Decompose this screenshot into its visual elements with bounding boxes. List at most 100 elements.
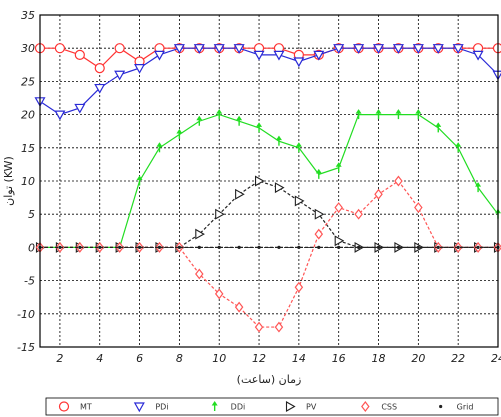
plot-frame (39, 14, 499, 348)
x-tick-label: 22 (451, 352, 465, 365)
tick-labels: 2468101214161820222435302520151050-5-10-… (17, 9, 501, 365)
data-point (215, 208, 225, 220)
data-point (217, 245, 221, 249)
marker-head (475, 182, 482, 187)
x-tick-label: 2 (56, 352, 63, 365)
x-tick-label: 10 (212, 352, 226, 365)
marker-head (196, 115, 203, 121)
data-point (114, 43, 125, 54)
marker-head (315, 168, 322, 174)
y-tick-label: 35 (21, 9, 35, 22)
data-point (455, 142, 462, 153)
data-point (414, 202, 423, 214)
data-point (372, 44, 385, 54)
y-tick-label: -15 (17, 341, 35, 354)
data-point (54, 110, 66, 121)
data-point (355, 109, 362, 120)
series-line (39, 47, 499, 116)
marker-head (136, 175, 143, 180)
data-point (472, 50, 484, 61)
data-point (54, 43, 66, 54)
series-line (40, 180, 498, 328)
marker-head (156, 142, 163, 147)
data-point (254, 175, 265, 187)
x-tick-label: 8 (176, 352, 183, 365)
series-grid (38, 245, 500, 249)
y-tick-label: 5 (28, 208, 35, 221)
data-point (315, 168, 322, 179)
data-point (376, 245, 381, 249)
data-point (254, 321, 264, 333)
y-tick-label: 0 (28, 241, 35, 254)
data-point (177, 245, 181, 249)
data-point (273, 50, 285, 61)
legend-marker (361, 401, 370, 412)
x-tick-label: 16 (332, 352, 346, 365)
data-point (234, 301, 244, 313)
y-tick-label: -5 (24, 275, 35, 288)
data-point (195, 228, 205, 240)
data-point (476, 245, 480, 249)
data-point (452, 44, 464, 54)
data-point (295, 142, 302, 153)
x-tick-label: 12 (252, 352, 266, 365)
series-css (35, 175, 501, 333)
data-point (374, 188, 383, 200)
data-point (134, 64, 146, 74)
data-point (432, 44, 444, 54)
marker-head (176, 129, 183, 134)
data-point (275, 135, 282, 146)
data-point (236, 115, 243, 126)
data-point (136, 175, 143, 186)
legend-box (45, 397, 499, 416)
legend-label: MT (80, 403, 92, 412)
data-point (353, 44, 365, 54)
y-tick-label: -10 (17, 308, 35, 321)
marker-head (335, 162, 342, 167)
x-tick-label: 18 (372, 352, 386, 365)
legend-label: PDi (155, 403, 168, 412)
data-point (233, 44, 245, 54)
data-point (235, 188, 245, 200)
data-point (357, 245, 361, 249)
x-axis-label: زمان (ساعت) (237, 373, 302, 386)
data-point (98, 245, 102, 249)
data-point (74, 103, 86, 114)
data-point (317, 245, 321, 249)
data-point (114, 70, 126, 81)
legend: MT PDi DDi PV CSS Grid (45, 397, 499, 416)
data-point (256, 122, 263, 133)
data-point (436, 245, 440, 249)
data-point (435, 122, 442, 133)
data-point (337, 245, 341, 249)
grid-lines (40, 14, 499, 348)
data-point (94, 83, 106, 94)
data-point (314, 208, 325, 220)
data-point (294, 195, 305, 207)
data-point (237, 245, 241, 249)
data-point (333, 44, 345, 54)
y-tick-label: 30 (21, 42, 35, 55)
data-point (293, 57, 305, 68)
data-point (395, 109, 402, 120)
legend-marker (58, 401, 70, 412)
marker-head (435, 122, 442, 127)
data-point (58, 245, 62, 249)
legend-label: CSS (381, 403, 397, 412)
series-line (40, 47, 498, 69)
series-pdi (34, 44, 501, 121)
data-point (297, 245, 301, 249)
marker-head (275, 135, 282, 141)
data-point (335, 162, 342, 173)
legend-marker (439, 404, 443, 409)
data-point (492, 43, 501, 54)
x-tick-label: 6 (136, 352, 143, 365)
y-tick-label: 10 (21, 175, 35, 188)
data-point (492, 70, 501, 81)
marker-head (295, 142, 302, 147)
data-point (94, 63, 105, 74)
data-point (213, 44, 225, 54)
marker-head (375, 109, 382, 114)
marker-head (256, 122, 263, 127)
